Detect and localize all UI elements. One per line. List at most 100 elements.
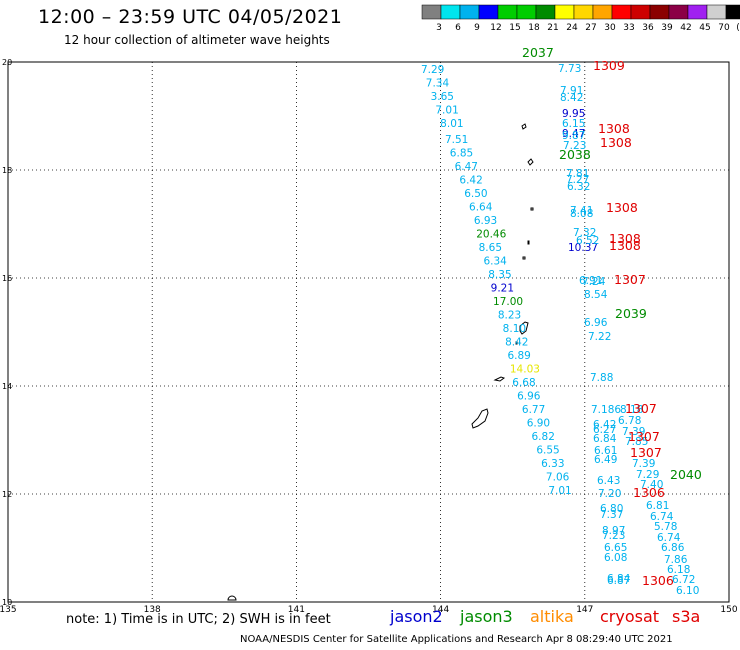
wave-height-label: 8.97 xyxy=(602,525,625,537)
legend-swatch xyxy=(478,4,499,20)
pass-time-label: 1308 xyxy=(600,135,632,150)
legend-label: 36 xyxy=(642,23,654,33)
legend-label: 12 xyxy=(490,23,501,33)
wave-height-label: 6.65 xyxy=(604,542,627,554)
wave-height-label: 8.08 xyxy=(570,208,593,220)
wave-height-label: 6.33 xyxy=(541,458,564,470)
wave-height-label: 6.47 xyxy=(455,161,478,173)
pass-time-label: 2039 xyxy=(615,306,647,321)
legend-swatch xyxy=(725,4,740,20)
wave-height-label: 7.85 xyxy=(625,436,648,448)
wave-height-label: 8.35 xyxy=(488,269,511,281)
legend-swatch xyxy=(687,4,708,20)
wave-height-label: 6.15 xyxy=(562,118,585,130)
pass-time-label: 1307 xyxy=(630,445,662,460)
wave-height-label: 6.91 xyxy=(579,275,602,287)
wave-height-label: 6.55 xyxy=(536,445,559,457)
x-tick-label: 138 xyxy=(144,605,161,615)
wave-height-label: 17.00 xyxy=(493,296,523,308)
footer-credit: NOAA/NESDIS Center for Satellite Applica… xyxy=(240,634,673,645)
wave-height-label: 6.93 xyxy=(474,215,497,227)
legend-label: 27 xyxy=(585,23,596,33)
wave-height-label: 7.32 xyxy=(573,227,596,239)
x-tick-label: 150 xyxy=(720,605,737,615)
wave-height-label: 6.27 xyxy=(593,424,616,436)
wave-height-label: 7.01 xyxy=(435,104,458,116)
wave-height-label: 7.06 xyxy=(546,472,570,484)
wave-height-label: 6.89 xyxy=(507,350,530,362)
wave-height-label: 6.80 xyxy=(600,503,623,515)
wave-height-label: 3.65 xyxy=(431,91,454,103)
wave-height-label: 7.86 xyxy=(664,554,688,566)
island-marker xyxy=(530,207,534,211)
legend-label: 70 xyxy=(718,23,730,33)
pass-time-label: 1308 xyxy=(609,238,641,253)
y-tick-label: 10 xyxy=(2,598,12,607)
legend-swatch xyxy=(706,4,727,20)
legend-label: 30 xyxy=(604,23,616,33)
wave-height-label: 7.01 xyxy=(548,485,571,497)
wave-height-label: 7.29 xyxy=(636,469,659,481)
pass-time-label: 1306 xyxy=(642,573,674,588)
wave-height-label: 7.39 xyxy=(632,458,655,470)
wave-height-label: 6.96 xyxy=(517,391,541,403)
sat-label-jason3: jason3 xyxy=(460,607,513,626)
legend-swatch xyxy=(649,4,670,20)
map-title: 12:00 – 23:59 UTC 04/05/2021 xyxy=(38,6,343,28)
legend-swatch xyxy=(440,4,461,20)
wave-height-label: 6.08 xyxy=(604,552,627,564)
legend-swatch xyxy=(554,4,575,20)
legend-label: 24 xyxy=(566,23,578,33)
legend-label: 21 xyxy=(547,23,558,33)
wave-height-label: 6.74 xyxy=(657,532,681,544)
wave-height-label: 7.34 xyxy=(426,77,450,89)
legend-swatch xyxy=(459,4,480,20)
wave-height-label: 6.18 xyxy=(667,564,690,576)
legend-swatch xyxy=(592,4,613,20)
islands xyxy=(227,123,534,601)
wave-height-label: 6.64 xyxy=(469,202,493,214)
wave-height-label: 6.50 xyxy=(464,188,487,200)
wave-height-label: 6.42 xyxy=(459,175,482,187)
note-text: note: 1) Time is in UTC; 2) SWH is in fe… xyxy=(66,612,331,627)
wave-height-label: 9.21 xyxy=(491,283,514,295)
y-tick-label: 20 xyxy=(2,58,12,67)
wave-height-label: 6.61 xyxy=(594,445,617,457)
wave-height-label: 8.65 xyxy=(479,242,502,254)
sat-label-s3a: s3a xyxy=(672,607,701,626)
island-marker xyxy=(521,123,527,130)
legend-label: 6 xyxy=(455,23,461,33)
legend-label: 15 xyxy=(509,23,520,33)
wave-height-label: 6.86 xyxy=(661,542,685,554)
legend-swatch xyxy=(497,4,518,20)
wave-height-label: 8.23 xyxy=(498,310,521,322)
legend-swatch xyxy=(611,4,632,20)
wave-height-values: 7.297.343.657.018.017.516.856.476.426.50… xyxy=(421,63,699,597)
wave-height-label: 6.77 xyxy=(522,404,545,416)
x-tick-label: 144 xyxy=(432,605,449,615)
wave-height-label: 8.10 xyxy=(503,323,526,335)
wave-height-label: 7.24 xyxy=(582,276,606,288)
wave-height-label: 6.81 xyxy=(646,500,669,512)
wave-height-label: 7.41 xyxy=(570,205,593,217)
pass-time-label: 1308 xyxy=(598,121,630,136)
wave-height-label: 6.68 xyxy=(512,377,535,389)
wave-height-label: 14.03 xyxy=(510,364,540,376)
map-frame xyxy=(7,61,730,603)
y-tick-label: 14 xyxy=(2,382,12,391)
wave-height-label: 9.87 xyxy=(562,130,585,142)
legend-swatch xyxy=(421,4,442,20)
wave-height-label: 20.46 xyxy=(476,229,506,241)
island-marker xyxy=(515,341,518,345)
legend-swatch xyxy=(630,4,651,20)
wave-height-label: 6.82 xyxy=(532,431,555,443)
pass-time-label: 2040 xyxy=(670,467,702,482)
wave-height-label: 6.84 xyxy=(593,433,617,445)
map-subtitle: 12 hour collection of altimeter wave hei… xyxy=(64,33,330,47)
wave-height-label: 9.47 xyxy=(562,128,585,140)
wave-height-label: 5.78 xyxy=(654,521,677,533)
island-marker xyxy=(527,158,534,166)
wave-height-label: 6.72 xyxy=(672,574,695,586)
pass-time-label: 1307 xyxy=(625,401,657,416)
